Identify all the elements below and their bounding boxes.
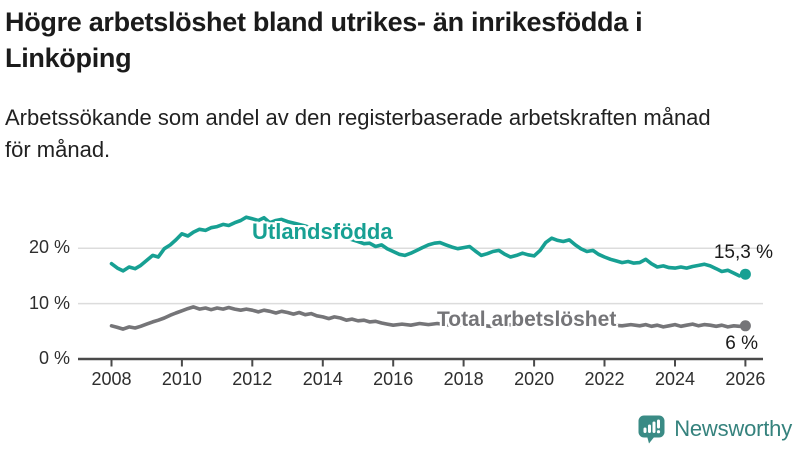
x-tick-label: 2026 (725, 369, 766, 389)
newsworthy-logo[interactable]: Newsworthy (637, 413, 792, 445)
page-title-line1: Högre arbetslöshet bland utrikes- än inr… (5, 7, 643, 37)
x-tick-label: 2018 (443, 369, 484, 389)
end-value-label-utlandsfodda: 15,3 % (713, 242, 773, 263)
page-title-line2: Linköping (5, 43, 132, 73)
x-tick-label: 2014 (302, 369, 343, 389)
series-label-total-arbetsloshet: Total arbetslöshet (437, 308, 617, 331)
y-tick-label: 10 % (28, 292, 70, 313)
x-tick-label: 2022 (584, 369, 625, 389)
x-tick-label: 2020 (514, 369, 555, 389)
newsworthy-wordmark: Newsworthy (674, 416, 792, 441)
x-tick-label: 2010 (161, 369, 202, 389)
y-tick-label: 0 % (38, 348, 70, 368)
page-subtitle-line2: för månad. (5, 137, 111, 162)
series-line-0 (109, 215, 748, 278)
series-line-1 (109, 305, 748, 331)
page-subtitle-line1: Arbetssökande som andel av den registerb… (5, 105, 711, 130)
x-tick-label: 2012 (232, 369, 273, 389)
series-end-dot-0 (739, 268, 751, 280)
x-tick-label: 2016 (373, 369, 414, 389)
end-value-label-total: 6 % (725, 333, 758, 354)
page-subtitle: Arbetssökande som andel av den registerb… (5, 102, 795, 166)
x-tick-label: 2008 (91, 369, 132, 389)
newsworthy-speech-bubble-chart-icon (638, 415, 665, 444)
series-end-dot-1 (739, 320, 751, 332)
y-tick-label: 20 % (28, 237, 70, 258)
page-title: Högre arbetslöshet bland utrikes- än inr… (5, 4, 785, 76)
series-label-utlandsfodda: Utlandsfödda (252, 219, 393, 244)
x-tick-label: 2024 (654, 369, 696, 389)
